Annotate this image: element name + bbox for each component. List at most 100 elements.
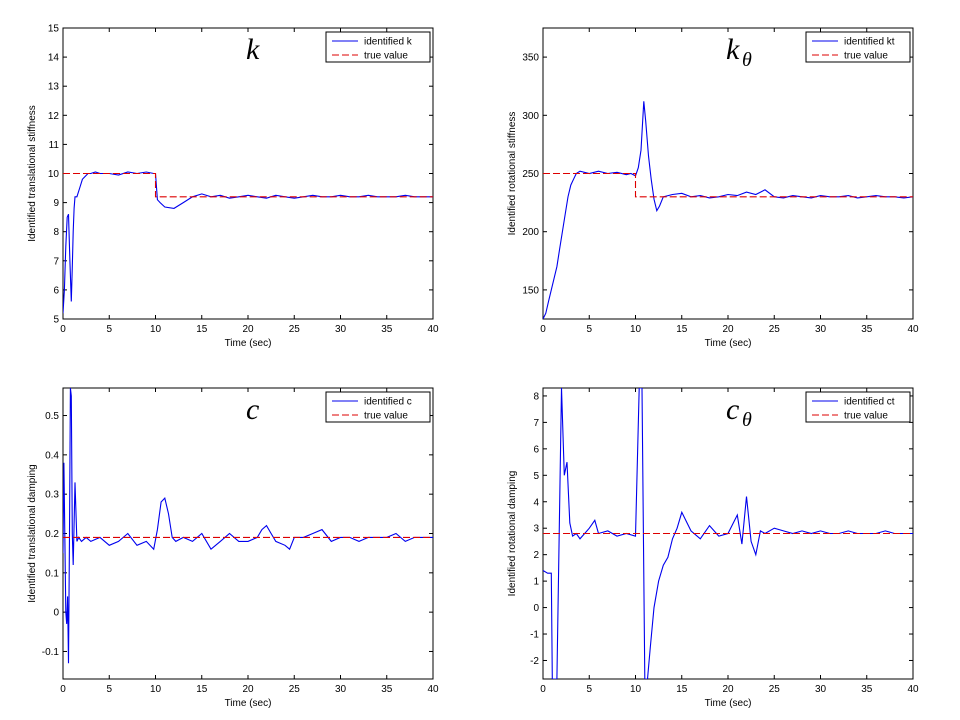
y-tick-label: 3 — [533, 524, 539, 535]
y-tick-label: 14 — [48, 53, 60, 64]
x-tick-label: 5 — [586, 684, 592, 695]
x-tick-label: 25 — [289, 324, 301, 335]
y-tick-label: 0.4 — [45, 450, 59, 461]
x-tick-label: 20 — [242, 684, 254, 695]
identified-line — [543, 101, 913, 319]
true-value-line — [543, 172, 913, 198]
legend-box — [805, 31, 911, 63]
x-axis-label: Time (sec) — [225, 338, 272, 349]
x-tick-label: 35 — [381, 684, 393, 695]
y-tick-label: 6 — [53, 285, 59, 296]
plot-title-subscript: θ — [742, 409, 752, 431]
legend-entry: true value — [364, 411, 408, 422]
plot-title-subscript: θ — [742, 49, 752, 71]
x-tick-label: 5 — [586, 324, 592, 335]
x-tick-label: 10 — [150, 684, 162, 695]
y-tick-label: 0 — [533, 603, 539, 614]
x-tick-label: 15 — [676, 684, 688, 695]
y-tick-label: 13 — [48, 82, 60, 93]
y-tick-label: 4 — [533, 497, 539, 508]
x-tick-label: 20 — [722, 684, 734, 695]
series-group — [543, 101, 913, 319]
y-tick-label: 0.5 — [45, 411, 59, 422]
y-tick-label: 10 — [48, 169, 60, 180]
x-tick-label: 40 — [427, 324, 439, 335]
y-axis-label: Identified rotational stiffness — [507, 112, 518, 236]
x-tick-label: 25 — [769, 324, 781, 335]
y-tick-label: -1 — [530, 630, 539, 641]
x-tick-label: 15 — [676, 324, 688, 335]
x-axis-label: Time (sec) — [705, 698, 752, 709]
plot-title-symbol: c — [726, 393, 739, 426]
y-tick-label: 5 — [533, 471, 539, 482]
x-tick-label: 40 — [907, 324, 919, 335]
legend-entry: true value — [844, 411, 888, 422]
y-tick-label: -2 — [530, 656, 539, 667]
x-tick-label: 25 — [769, 684, 781, 695]
legend-entry: true value — [364, 51, 408, 62]
y-tick-label: 8 — [53, 227, 59, 238]
y-tick-label: 0 — [53, 608, 59, 619]
y-tick-label: 200 — [522, 227, 539, 238]
y-tick-label: 7 — [53, 256, 59, 267]
x-tick-label: 10 — [630, 324, 642, 335]
y-tick-label: 0.2 — [45, 529, 59, 540]
plot-title-symbol: k — [246, 33, 260, 66]
y-tick-label: 15 — [48, 24, 60, 35]
legend-entry: identified kt — [844, 37, 895, 48]
x-tick-label: 35 — [861, 684, 873, 695]
y-tick-label: 300 — [522, 111, 539, 122]
identified-line — [63, 388, 433, 664]
true-value-line — [63, 172, 433, 198]
x-tick-label: 5 — [106, 684, 112, 695]
x-tick-label: 30 — [815, 684, 827, 695]
series-group — [543, 388, 913, 679]
y-tick-label: 150 — [522, 285, 539, 296]
plot-2: 0 5 10 15 20 25 30 35 40 150 200 250 300 350 Time (sec… — [507, 27, 919, 349]
x-tick-label: 40 — [427, 684, 439, 695]
x-tick-label: 35 — [861, 324, 873, 335]
identified-line — [543, 388, 913, 679]
legend-box — [325, 391, 431, 423]
plot-title-symbol: c — [246, 393, 259, 426]
y-tick-label: 7 — [533, 418, 539, 429]
y-axis-label: Identified rotational damping — [507, 471, 518, 597]
axes-frame — [62, 387, 434, 680]
x-tick-label: 0 — [540, 324, 546, 335]
x-tick-label: 15 — [196, 324, 208, 335]
x-tick-label: 15 — [196, 684, 208, 695]
x-tick-label: 0 — [60, 684, 66, 695]
y-axis-label: Identified translational stiffness — [27, 105, 38, 242]
series-group — [63, 171, 433, 314]
legend-entry: identified k — [364, 37, 413, 48]
y-tick-label: 0.3 — [45, 490, 59, 501]
x-tick-label: 40 — [907, 684, 919, 695]
x-tick-label: 10 — [630, 684, 642, 695]
y-tick-label: 350 — [522, 53, 539, 64]
y-tick-label: 12 — [48, 111, 60, 122]
y-tick-label: 1 — [533, 577, 539, 588]
series-group — [63, 388, 433, 664]
x-axis-label: Time (sec) — [705, 338, 752, 349]
x-tick-label: 20 — [722, 324, 734, 335]
x-tick-label: 25 — [289, 684, 301, 695]
x-tick-label: 30 — [335, 684, 347, 695]
legend-entry: identified c — [364, 397, 412, 408]
x-tick-label: 0 — [540, 684, 546, 695]
legend-entry: true value — [844, 51, 888, 62]
y-tick-label: -0.1 — [42, 647, 60, 658]
x-tick-label: 30 — [815, 324, 827, 335]
x-tick-label: 0 — [60, 324, 66, 335]
identified-line — [63, 171, 433, 314]
x-tick-label: 10 — [150, 324, 162, 335]
y-axis-label: Identified translational damping — [27, 464, 38, 602]
x-tick-label: 5 — [106, 324, 112, 335]
plot-3: 0 5 10 15 20 25 30 35 40 -0.1 0 0.1 0.2 0.3 0.4 0.5 Time… — [27, 387, 439, 709]
y-tick-label: 6 — [533, 444, 539, 455]
y-tick-label: 11 — [49, 140, 60, 151]
legend-box — [325, 31, 431, 63]
y-tick-label: 0.1 — [45, 568, 59, 579]
y-tick-label: 250 — [522, 169, 539, 180]
